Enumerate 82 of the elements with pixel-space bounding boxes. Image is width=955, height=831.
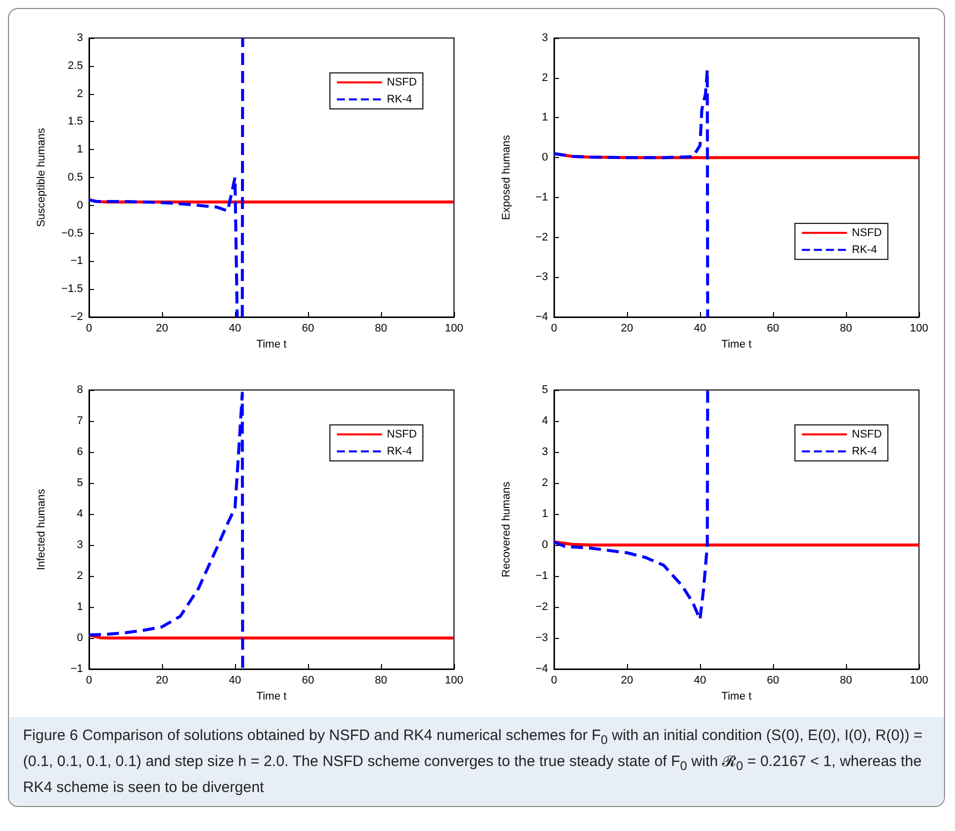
y-tick-label: 2 <box>76 88 83 100</box>
x-tick-label: 100 <box>444 322 464 334</box>
y-axis-title: Recovered humans <box>500 481 512 578</box>
y-tick-label: −2 <box>70 311 83 323</box>
y-tick-label: 0 <box>76 632 83 644</box>
y-tick-label: −1 <box>70 663 83 675</box>
x-axis-title: Time t <box>256 338 287 350</box>
legend-label: NSFD <box>852 428 882 440</box>
x-tick-label: 40 <box>694 322 706 334</box>
y-tick-label: 0 <box>76 199 83 212</box>
legend-label: NSFD <box>386 428 417 440</box>
x-tick-label: 0 <box>86 322 92 334</box>
x-tick-label: 60 <box>766 674 780 686</box>
legend-label: RK-4 <box>386 445 412 458</box>
x-tick-label: 40 <box>228 674 242 686</box>
y-axis-title: Infected humans <box>36 488 48 570</box>
y-tick-label: 4 <box>542 415 548 427</box>
x-tick-label: 100 <box>910 674 928 686</box>
legend-label: NSFD <box>852 226 882 239</box>
y-tick-label: 1.5 <box>68 116 83 128</box>
y-tick-label: 6 <box>76 446 83 458</box>
y-tick-label: 2 <box>542 72 548 84</box>
y-tick-label: −3 <box>535 271 548 284</box>
y-tick-label: 5 <box>542 384 548 396</box>
y-tick-label: 7 <box>76 415 83 427</box>
y-tick-label: −3 <box>535 632 548 644</box>
y-tick-label: 2 <box>76 570 83 582</box>
y-tick-label: −2 <box>535 231 548 244</box>
x-tick-label: 60 <box>766 322 780 334</box>
y-tick-label: 3 <box>542 446 548 458</box>
legend-label: RK-4 <box>386 93 412 106</box>
y-tick-label: 8 <box>76 384 83 396</box>
x-tick-label: 80 <box>374 322 388 334</box>
x-tick-label: 40 <box>694 674 706 686</box>
x-tick-label: 100 <box>444 674 464 686</box>
y-tick-label: 3 <box>76 539 83 551</box>
text: Figure 6 Comparison of solutions obtained by NSFD and RK4 numerical schemes for F$_{0}$ with an initial condition (S(0), E(0), I(0), R(0)) = (0.1, 0.1, 0.1, 0.1) and step size h = 2.0. The NSFD scheme converges to the true steady state of F$_{0}$ with 𝓡$_{0}$ = 0.2167 < 1, whereas the RK4 scheme is seen to be divergent <box>23 727 922 796</box>
y-tick-label: 0.5 <box>68 172 83 184</box>
y-tick-label: 1 <box>76 144 83 156</box>
y-tick-label: 0 <box>542 152 548 164</box>
x-axis-title: Time t <box>721 690 752 702</box>
y-tick-label: 2.5 <box>68 60 83 72</box>
y-tick-label: 5 <box>76 477 83 489</box>
x-tick-label: 80 <box>374 674 388 686</box>
y-tick-label: −1 <box>70 255 83 268</box>
x-tick-label: 60 <box>302 674 314 686</box>
line-series <box>552 388 710 621</box>
x-tick-label: 60 <box>302 322 314 334</box>
line-series <box>552 68 710 318</box>
y-tick-label: 3 <box>542 32 548 44</box>
x-tick-label: 40 <box>228 322 242 334</box>
x-tick-label: 20 <box>156 674 168 686</box>
y-tick-label: −1 <box>535 570 548 582</box>
y-axis-title: Susceptible humans <box>36 127 48 228</box>
y-tick-label: −2 <box>535 601 548 613</box>
x-tick-label: 0 <box>86 674 92 686</box>
y-tick-label: −4 <box>535 663 548 675</box>
x-tick-label: 20 <box>620 322 634 334</box>
y-tick-label: −1 <box>535 191 548 204</box>
x-axis-title: Time t <box>721 338 752 350</box>
x-tick-label: 0 <box>550 322 558 334</box>
x-tick-label: 0 <box>550 674 558 686</box>
y-tick-label: 1 <box>542 508 548 520</box>
x-tick-label: 20 <box>620 674 634 686</box>
legend-label: RK-4 <box>852 445 877 458</box>
x-tick-label: 80 <box>840 674 852 686</box>
x-tick-label: 80 <box>840 322 852 334</box>
y-tick-label: −0.5 <box>61 227 83 240</box>
y-tick-label: 3 <box>76 32 83 44</box>
legend-label: RK-4 <box>852 244 877 256</box>
y-tick-label: −4 <box>535 311 548 323</box>
y-tick-label: 4 <box>76 508 83 520</box>
y-axis-title: Exposed humans <box>500 134 512 220</box>
y-tick-label: 2 <box>542 477 548 489</box>
y-tick-label: 0 <box>542 539 548 551</box>
y-tick-label: −1.5 <box>61 283 83 296</box>
x-tick-label: 100 <box>910 322 928 334</box>
x-axis-title: Time t <box>256 690 287 702</box>
y-tick-label: 1 <box>542 112 548 124</box>
legend-label: NSFD <box>386 76 417 88</box>
x-tick-label: 20 <box>156 322 168 334</box>
y-tick-label: 1 <box>76 601 83 613</box>
